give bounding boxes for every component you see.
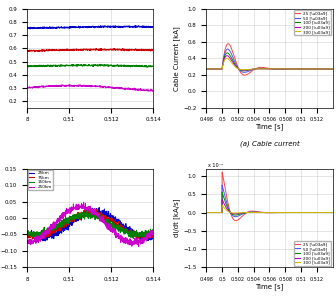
Legend: 25 [\u03a9], 50 [\u03a9], 100 [\u03a9], 200 [\u03a9], 300 [\u03a9]: 25 [\u03a9], 50 [\u03a9], 100 [\u03a9], …: [294, 241, 331, 266]
X-axis label: Time [s]: Time [s]: [255, 283, 284, 290]
Text: (a) Cable current: (a) Cable current: [240, 140, 299, 146]
Text: x 10⁻²: x 10⁻²: [208, 163, 223, 168]
X-axis label: Time [s]: Time [s]: [255, 124, 284, 130]
Y-axis label: Cable Current [kA]: Cable Current [kA]: [174, 26, 180, 91]
Legend: 25km, 75km, 150km, 250km: 25km, 75km, 150km, 250km: [28, 170, 53, 190]
Legend: 25 [\u03a9], 50 [\u03a9], 100 [\u03a9], 200 [\u03a9], 300 [\u03a9]: 25 [\u03a9], 50 [\u03a9], 100 [\u03a9], …: [294, 10, 331, 35]
Y-axis label: di/dt [kA/s]: di/dt [kA/s]: [174, 199, 180, 237]
